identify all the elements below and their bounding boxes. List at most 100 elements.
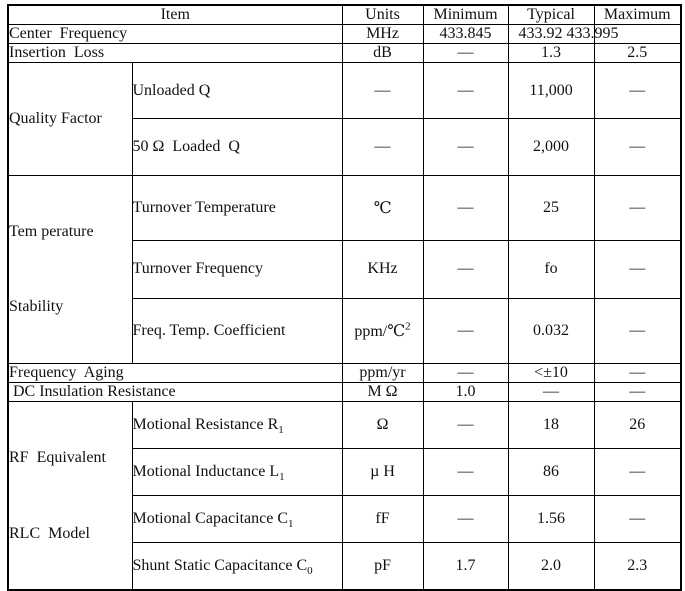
center-frequency-minimum: 433.845 [422,24,509,44]
freq-temp-coefficient-units-superscript: 2 [405,320,411,333]
temperature-stability-label-line1: Tem perature [9,222,94,240]
freq-temp-coefficient-units-base: ppm/℃ [354,323,406,341]
header-maximum: Maximum [593,4,682,25]
motional-resistance-minimum: — [422,401,509,449]
insertion-loss-typical: 1.3 [507,43,595,63]
turnover-temperature-units: ℃ [341,174,424,241]
center-frequency-typical: 433.92 433.995 [507,24,619,44]
motional-resistance-typical: 18 [507,401,595,449]
motional-resistance-maximum: 26 [593,401,682,449]
motional-inductance-item: Motional Inductance L1 [131,447,343,496]
insertion-loss-maximum: 2.5 [593,43,682,63]
turnover-frequency-units: KHz [341,239,424,300]
dc-insulation-resistance-units: M Ω [341,382,424,403]
turnover-frequency-minimum: — [422,239,509,300]
dc-insulation-resistance-minimum: 1.0 [422,382,509,403]
shunt-static-capacitance-typical: 2.0 [507,541,595,591]
frequency-aging-minimum: — [422,363,509,384]
row-unloaded-q: Quality Factor Unloaded Q — — 11,000 — [7,61,682,176]
motional-capacitance-maximum: — [593,494,682,543]
turnover-frequency-maximum: — [593,239,682,300]
shunt-static-capacitance-item-base: Shunt Static Capacitance C [132,557,308,575]
frequency-aging-units: ppm/yr [341,363,424,384]
freq-temp-coefficient-minimum: — [422,298,509,365]
motional-inductance-maximum: — [593,447,682,496]
motional-resistance-item: Motional Resistance R1 [131,401,343,449]
motional-resistance-units: Ω [341,401,424,449]
turnover-frequency-item: Turnover Frequency [131,239,343,300]
spec-sheet-page: Item Units Minimum Typical Maximum Cente… [7,4,683,591]
shunt-static-capacitance-maximum: 2.3 [593,541,682,591]
center-frequency-typical-maximum-value: 433.92 433.995 [518,25,619,42]
motional-inductance-typical: 86 [507,447,595,496]
unloaded-q-item: Unloaded Q [131,61,343,120]
motional-capacitance-units: fF [341,494,424,543]
motional-capacitance-item-subscript: 1 [288,518,294,531]
unloaded-q-maximum: — [593,61,682,120]
freq-temp-coefficient-item: Freq. Temp. Coefficient [131,298,343,365]
row-insertion-loss: Insertion Loss dB — 1.3 2.5 [7,43,682,63]
row-motional-resistance: RF Equivalent RLC Model Motional Resista… [7,401,682,591]
insertion-loss-units: dB [341,43,424,63]
row-motional-inductance: Motional Inductance L1 µ H — 86 — [8,447,682,496]
motional-capacitance-item-base: Motional Capacitance C [132,509,289,527]
motional-inductance-item-subscript: 1 [279,471,285,484]
turnover-temperature-minimum: — [422,174,509,241]
dc-insulation-resistance-maximum: — [593,382,682,403]
frequency-aging-maximum: — [593,363,682,384]
row-turnover-temperature: Tem perature Stability Turnover Temperat… [7,174,682,365]
motional-inductance-minimum: — [422,447,509,496]
center-frequency-units: MHz [341,24,424,44]
shunt-static-capacitance-minimum: 1.7 [422,541,509,591]
motional-capacitance-item: Motional Capacitance C1 [131,494,343,543]
dc-insulation-resistance-item: DC Insulation Resistance [7,382,343,403]
motional-resistance-item-base: Motional Resistance R [132,416,279,434]
motional-resistance-item-subscript: 1 [278,424,284,437]
quality-factor-label: Quality Factor [9,110,102,127]
motional-inductance-item-base: Motional Inductance L [132,462,280,480]
header-units: Units [341,4,424,25]
turnover-temperature-item: Turnover Temperature [131,174,343,241]
loaded-q-units: — [341,118,424,176]
loaded-q-item: 50 Ω Loaded Q [131,118,343,176]
header-row: Item Units Minimum Typical Maximum [7,4,682,25]
row-center-frequency: Center Frequency MHz 433.845 433.92 433.… [7,24,682,44]
insertion-loss-item: Insertion Loss [7,43,343,63]
temperature-stability-group: Tem perature Stability [7,174,133,365]
header-item: Item [7,4,343,25]
motional-capacitance-typical: 1.56 [507,494,595,543]
loaded-q-typical: 2,000 [507,118,595,176]
unloaded-q-typical: 11,000 [507,61,595,120]
freq-temp-coefficient-typical: 0.032 [507,298,595,365]
frequency-aging-item: Frequency Aging [7,363,343,384]
header-minimum: Minimum [422,4,509,25]
rf-equivalent-label-line2: RLC Model [9,524,90,542]
shunt-static-capacitance-item-subscript: 0 [307,565,313,578]
row-frequency-aging: Frequency Aging ppm/yr — <±10 — [7,363,682,384]
turnover-temperature-maximum: — [593,174,682,241]
loaded-q-minimum: — [422,118,509,176]
row-turnover-frequency: Turnover Frequency KHz — fo — [8,239,682,300]
specification-table: Item Units Minimum Typical Maximum Cente… [7,4,683,591]
dc-insulation-resistance-typical: — [507,382,595,403]
frequency-aging-typical: <±10 [507,363,595,384]
turnover-frequency-typical: fo [507,239,595,300]
center-frequency-item: Center Frequency [7,24,343,44]
shunt-static-capacitance-units: pF [341,541,424,591]
row-loaded-q: 50 Ω Loaded Q — — 2,000 — [8,118,682,176]
unloaded-q-units: — [341,61,424,120]
unloaded-q-minimum: — [422,61,509,120]
shunt-static-capacitance-item: Shunt Static Capacitance C0 [131,541,343,591]
turnover-temperature-typical: 25 [507,174,595,241]
temperature-stability-label-line2: Stability [9,298,64,316]
motional-capacitance-minimum: — [422,494,509,543]
header-typical: Typical [507,4,595,25]
freq-temp-coefficient-maximum: — [593,298,682,365]
rf-equivalent-rlc-model-group: RF Equivalent RLC Model [7,401,133,591]
loaded-q-maximum: — [593,118,682,176]
freq-temp-coefficient-units: ppm/℃2 [341,298,424,365]
row-dc-insulation-resistance: DC Insulation Resistance M Ω 1.0 — — [7,382,682,403]
motional-inductance-units: µ H [341,447,424,496]
rf-equivalent-label-line1: RF Equivalent [9,449,106,467]
quality-factor-group: Quality Factor [7,62,133,176]
